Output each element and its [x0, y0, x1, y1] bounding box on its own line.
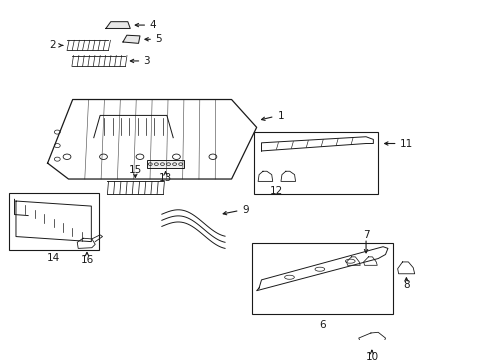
Bar [254, 132, 377, 194]
Text: 1: 1 [277, 112, 284, 121]
Text: 10: 10 [365, 352, 378, 360]
Text: 16: 16 [80, 255, 93, 265]
Text: 8: 8 [402, 280, 409, 289]
Text: 2: 2 [50, 40, 56, 50]
Bar [251, 243, 392, 314]
Text: 12: 12 [269, 186, 282, 196]
Text: 5: 5 [155, 34, 162, 44]
Polygon shape [122, 35, 140, 43]
Text: 7: 7 [362, 230, 368, 240]
Text: 11: 11 [399, 139, 412, 149]
Bar [147, 161, 183, 168]
Text: 9: 9 [242, 206, 248, 216]
Text: 6: 6 [318, 320, 325, 329]
Text: 15: 15 [128, 165, 142, 175]
Polygon shape [106, 22, 130, 28]
Text: 3: 3 [143, 56, 150, 66]
Text: 4: 4 [149, 20, 156, 30]
Text: 14: 14 [47, 252, 60, 262]
Bar [9, 193, 99, 250]
Text: 13: 13 [159, 173, 172, 183]
